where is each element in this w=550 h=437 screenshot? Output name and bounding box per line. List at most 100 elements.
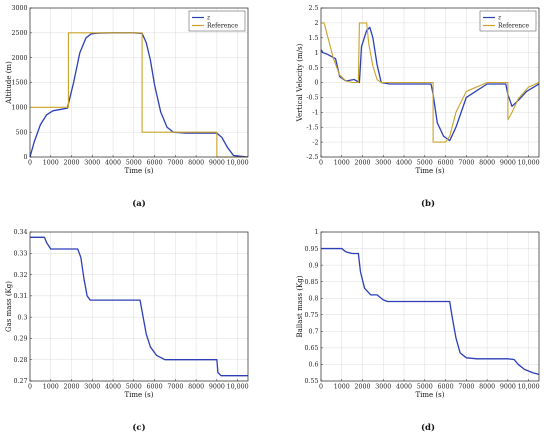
y-tick-label: 2 bbox=[314, 20, 318, 27]
panel-caption: (d) bbox=[421, 422, 435, 433]
x-tick-label: 8000 bbox=[479, 384, 495, 391]
x-tick-label: 3000 bbox=[375, 160, 391, 167]
x-tick-label: 1000 bbox=[43, 160, 59, 167]
y-tick-label: 0.34 bbox=[13, 229, 27, 236]
y-tick-label: 1500 bbox=[11, 80, 27, 87]
y-tick-label: 1000 bbox=[11, 105, 27, 112]
y-tick-label: -0.5 bbox=[306, 95, 318, 102]
x-tick-label: 0 bbox=[319, 160, 323, 167]
y-axis-label: Gas mass (Kg) bbox=[5, 281, 13, 332]
x-tick-label: 2000 bbox=[355, 384, 371, 391]
x-tick-label: 8000 bbox=[188, 384, 204, 391]
y-tick-label: 1.5 bbox=[308, 35, 318, 42]
x-tick-label: 0 bbox=[319, 384, 323, 391]
y-tick-label: 0 bbox=[314, 80, 318, 87]
x-tick-label: 8000 bbox=[479, 160, 495, 167]
legend-entry: z bbox=[206, 15, 211, 22]
x-tick-label: 10,000 bbox=[227, 160, 249, 167]
x-tick-label: 10,000 bbox=[518, 160, 540, 167]
x-tick-label: 9000 bbox=[500, 160, 516, 167]
x-tick-label: 5000 bbox=[126, 384, 142, 391]
x-tick-label: 9000 bbox=[500, 384, 516, 391]
x-tick-label: 6000 bbox=[438, 384, 454, 391]
y-tick-label: 500 bbox=[15, 129, 27, 136]
primary-series-line bbox=[321, 247, 540, 376]
y-tick-label: 0.9 bbox=[308, 262, 318, 269]
y-tick-label: 0.3 bbox=[17, 314, 27, 321]
x-tick-label: 3000 bbox=[375, 384, 391, 391]
x-tick-label: 4000 bbox=[396, 160, 412, 167]
y-axis-label: Vertical Velocity (m/s) bbox=[296, 43, 304, 122]
y-axis-label: Altitude (m) bbox=[5, 61, 13, 105]
y-tick-label: 0.95 bbox=[304, 246, 318, 253]
y-tick-label: 0.28 bbox=[13, 357, 27, 364]
x-tick-label: 7000 bbox=[458, 384, 474, 391]
x-tick-label: 0 bbox=[28, 160, 32, 167]
x-tick-label: 3000 bbox=[84, 384, 100, 391]
x-tick-label: 5000 bbox=[417, 384, 433, 391]
x-tick-label: 6000 bbox=[147, 160, 163, 167]
panel-caption: (c) bbox=[132, 422, 145, 433]
x-tick-label: 1000 bbox=[43, 384, 59, 391]
y-tick-label: 0.33 bbox=[13, 250, 27, 257]
plot-frame bbox=[29, 7, 249, 158]
primary-series-line bbox=[320, 26, 540, 142]
y-tick-label: 0.5 bbox=[308, 65, 318, 72]
x-tick-label: 5000 bbox=[126, 160, 142, 167]
plot-frame bbox=[320, 7, 540, 158]
x-tick-label: 9000 bbox=[209, 160, 225, 167]
x-tick-label: 0 bbox=[28, 384, 32, 391]
y-tick-label: -1 bbox=[312, 110, 318, 117]
x-tick-label: 2000 bbox=[64, 384, 80, 391]
y-tick-label: 2500 bbox=[11, 30, 27, 37]
y-tick-label: 0.75 bbox=[304, 312, 318, 319]
y-tick-label: 0.6 bbox=[308, 362, 318, 369]
x-tick-label: 1000 bbox=[334, 384, 350, 391]
primary-series-line bbox=[30, 236, 248, 377]
chart-panel-4: 0 1000 2000 3000 4000 5000 6000 7000 8000 9000 10,… bbox=[296, 229, 540, 433]
reference-series-line bbox=[30, 32, 248, 158]
y-tick-label: 1 bbox=[314, 229, 318, 236]
x-tick-label: 7000 bbox=[167, 384, 183, 391]
x-tick-label: 7000 bbox=[458, 160, 474, 167]
y-tick-label: 0.29 bbox=[13, 336, 27, 343]
x-tick-label: 1000 bbox=[334, 160, 350, 167]
plot-frame bbox=[320, 231, 540, 382]
y-tick-label: 0.65 bbox=[304, 345, 318, 352]
x-tick-label: 10,000 bbox=[518, 384, 540, 391]
y-tick-label: 3000 bbox=[11, 5, 27, 12]
chart-panel-2: 0 1000 2000 3000 4000 5000 6000 7000 8000 9000 10,… bbox=[296, 5, 540, 209]
y-tick-label: 0.8 bbox=[308, 295, 318, 302]
chart-panel-1: 0 1000 2000 3000 4000 5000 6000 7000 8000 9000 10,… bbox=[5, 5, 249, 209]
y-tick-label: 0.32 bbox=[13, 272, 27, 279]
y-axis-label: Ballast mass (Kg) bbox=[296, 275, 304, 337]
y-tick-label: 2000 bbox=[11, 55, 27, 62]
y-tick-label: 0.27 bbox=[13, 378, 27, 385]
x-tick-label: 8000 bbox=[188, 160, 204, 167]
x-axis-label: Time (s) bbox=[416, 391, 445, 399]
x-tick-label: 6000 bbox=[147, 384, 163, 391]
y-tick-label: -1.5 bbox=[306, 124, 318, 131]
x-tick-label: 4000 bbox=[105, 384, 121, 391]
y-tick-label: 1 bbox=[314, 50, 318, 57]
x-tick-label: 3000 bbox=[84, 160, 100, 167]
x-tick-label: 2000 bbox=[355, 160, 371, 167]
x-tick-label: 2000 bbox=[64, 160, 80, 167]
chart-panel-3: 0 1000 2000 3000 4000 5000 6000 7000 8000 9000 10,… bbox=[5, 229, 249, 433]
primary-series-line bbox=[29, 32, 249, 158]
x-axis-label: Time (s) bbox=[125, 167, 154, 175]
y-tick-label: 0 bbox=[23, 154, 27, 161]
x-axis-label: Time (s) bbox=[416, 167, 445, 175]
legend-entry: z bbox=[497, 15, 502, 22]
panel-caption: (b) bbox=[421, 198, 435, 209]
y-tick-label: 2.5 bbox=[308, 5, 318, 12]
legend-entry: Reference bbox=[207, 23, 238, 30]
y-tick-label: 0.31 bbox=[13, 293, 27, 300]
x-tick-label: 4000 bbox=[396, 384, 412, 391]
reference-series-line bbox=[321, 22, 540, 143]
panel-caption: (a) bbox=[132, 198, 146, 209]
y-tick-label: 0.7 bbox=[308, 329, 318, 336]
